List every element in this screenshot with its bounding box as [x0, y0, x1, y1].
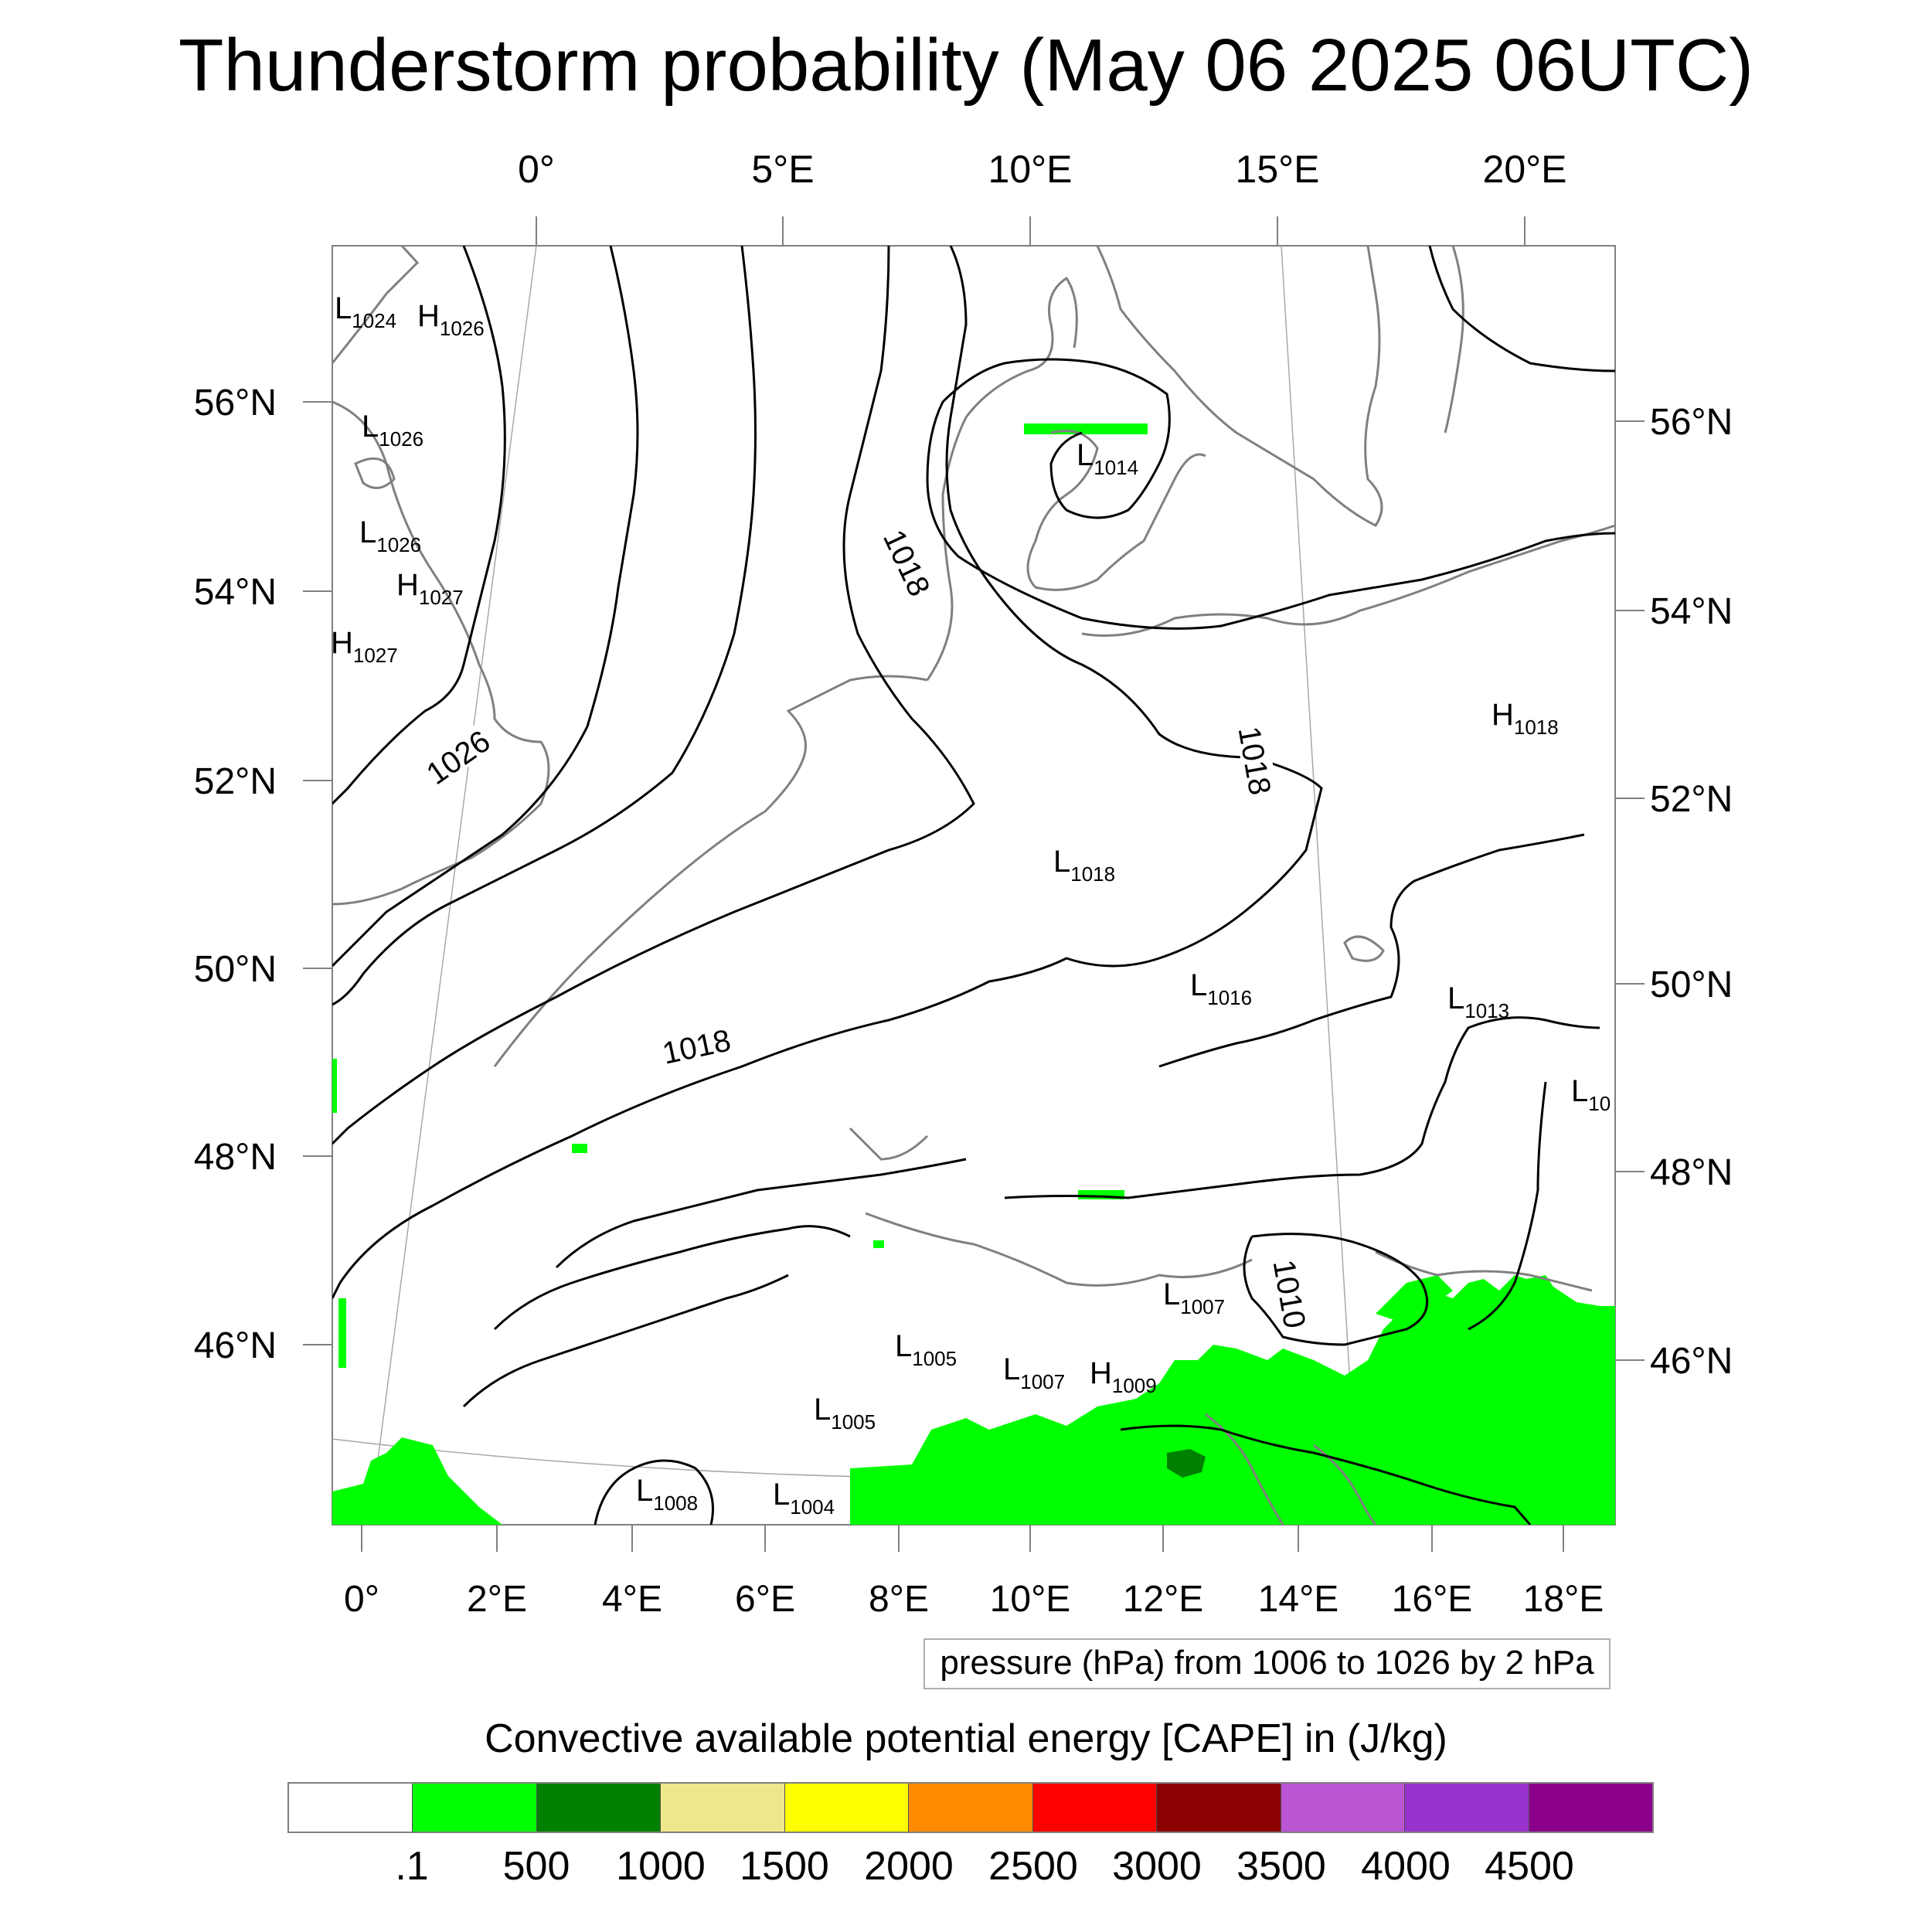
left-lat-label: 50°N — [194, 949, 277, 990]
pressure-center-label: L1004 — [773, 1478, 835, 1519]
right-lat-label: 46°N — [1650, 1341, 1733, 1382]
pressure-center-label: L1007 — [1003, 1352, 1065, 1393]
colorbar-tick-label: 4500 — [1485, 1844, 1574, 1889]
colorbar — [287, 1782, 1654, 1833]
colorbar-tick-label: 4000 — [1361, 1844, 1451, 1889]
colorbar-swatch — [1529, 1784, 1652, 1832]
cape-region-sw — [332, 1437, 502, 1525]
bottom-lon-label: 10°E — [990, 1579, 1071, 1620]
cape-region-west-2 — [338, 1298, 346, 1368]
right-lat-label: 50°N — [1650, 964, 1733, 1005]
map-title: Thunderstorm probability (May 06 2025 06… — [178, 24, 1754, 107]
cape-region-small-2 — [873, 1240, 884, 1248]
colorbar-swatch — [413, 1784, 537, 1832]
right-axis: 56°N 54°N 52°N 50°N 48°N 46°N — [1615, 402, 1733, 1382]
top-lon-label: 20°E — [1483, 148, 1567, 191]
pressure-center-label: L1008 — [636, 1474, 698, 1515]
contour-label: 1018 — [1232, 723, 1278, 798]
right-lat-label: 56°N — [1650, 402, 1733, 443]
colorbar-tick-label: 1500 — [740, 1844, 829, 1889]
pressure-center-label: L1014 — [1077, 438, 1138, 479]
cape-region-west-edge — [332, 1059, 337, 1113]
pressure-center-label: H1027 — [396, 568, 464, 609]
pressure-center-label: L1018 — [1053, 845, 1115, 886]
right-lat-label: 48°N — [1650, 1152, 1733, 1193]
bottom-lon-label: 0° — [344, 1579, 379, 1620]
colorbar-tick-label: .1 — [395, 1844, 429, 1889]
pressure-center-label: L1013 — [1447, 981, 1509, 1022]
bottom-lon-label: 4°E — [602, 1579, 662, 1620]
right-lat-label: 54°N — [1650, 591, 1733, 632]
colorbar-swatch — [1032, 1784, 1158, 1832]
bottom-lon-label: 2°E — [467, 1579, 527, 1620]
colorbar-tick-label: 500 — [502, 1844, 570, 1889]
colorbar-tick-label: 3500 — [1236, 1844, 1326, 1889]
cape-fill — [332, 423, 1615, 1525]
left-lat-label: 56°N — [194, 383, 277, 423]
bottom-lon-label: 16°E — [1392, 1579, 1473, 1620]
isobars — [332, 246, 1615, 1525]
cape-region-denmark — [1024, 423, 1148, 434]
bottom-lon-label: 14°E — [1258, 1579, 1339, 1620]
left-lat-label: 52°N — [194, 761, 277, 802]
cape-region-small-1 — [572, 1144, 587, 1153]
left-lat-label: 48°N — [194, 1137, 277, 1178]
bottom-lon-label: 12°E — [1123, 1579, 1204, 1620]
colorbar-swatch — [1281, 1784, 1406, 1832]
colorbar-tick-label: 1000 — [616, 1844, 706, 1889]
pressure-center-label: L1016 — [1190, 968, 1252, 1009]
pressure-center-label: L1005 — [895, 1329, 957, 1370]
left-axis: 56°N 54°N 52°N 50°N 48°N 46°N — [194, 383, 332, 1366]
left-lat-label: 46°N — [194, 1325, 277, 1366]
colorbar-tick-label: 3000 — [1112, 1844, 1202, 1889]
colorbar-swatch — [1405, 1784, 1529, 1832]
colorbar-swatch — [661, 1784, 785, 1832]
cape-region-dark — [1167, 1449, 1206, 1478]
pressure-center-label: H1026 — [417, 299, 485, 340]
pressure-centers: L1024 H1026 L1026 L1026 H1027 H1027 L101… — [331, 291, 1611, 1519]
colorbar-title: Convective available potential energy [C… — [485, 1716, 1447, 1761]
colorbar-tick-label: 2000 — [864, 1844, 954, 1889]
pressure-center-label: L1005 — [814, 1393, 876, 1434]
colorbar-swatch — [536, 1784, 662, 1832]
top-lon-label: 5°E — [751, 148, 814, 191]
pressure-center-label: L1024 — [335, 291, 396, 332]
left-lat-label: 54°N — [194, 572, 277, 613]
bottom-lon-label: 6°E — [735, 1579, 795, 1620]
bottom-lon-label: 8°E — [869, 1579, 929, 1620]
right-lat-label: 52°N — [1650, 779, 1733, 820]
colorbar-tick-label: 2500 — [988, 1844, 1078, 1889]
pressure-center-label: L10 — [1571, 1074, 1611, 1115]
cape-region-ne-alps — [1376, 1275, 1453, 1321]
pressure-center-label: H1018 — [1492, 698, 1559, 739]
top-axis: 0° 5°E 10°E 15°E 20°E — [518, 148, 1566, 246]
colorbar-swatch — [784, 1784, 910, 1832]
pressure-info-box: pressure (hPa) from 1006 to 1026 by 2 hP… — [923, 1638, 1611, 1689]
bottom-lon-label: 18°E — [1523, 1579, 1604, 1620]
pressure-center-label: L1026 — [359, 515, 421, 556]
colorbar-swatch — [909, 1784, 1033, 1832]
pressure-center-label: L1026 — [362, 410, 423, 451]
top-lon-label: 15°E — [1236, 148, 1320, 191]
pressure-center-label: L1007 — [1163, 1277, 1225, 1318]
colorbar-swatch — [289, 1784, 413, 1832]
colorbar-swatch — [1157, 1784, 1281, 1832]
top-lon-label: 0° — [518, 148, 555, 191]
top-lon-label: 10°E — [988, 148, 1073, 191]
pressure-center-label: H1027 — [331, 626, 398, 667]
coastlines — [332, 246, 1615, 1525]
cape-region-south — [850, 1275, 1615, 1525]
bottom-axis: 0° 2°E 4°E 6°E 8°E 10°E 12°E 14°E 16°E 1… — [344, 1525, 1604, 1620]
pressure-center-label: H1009 — [1090, 1356, 1157, 1397]
